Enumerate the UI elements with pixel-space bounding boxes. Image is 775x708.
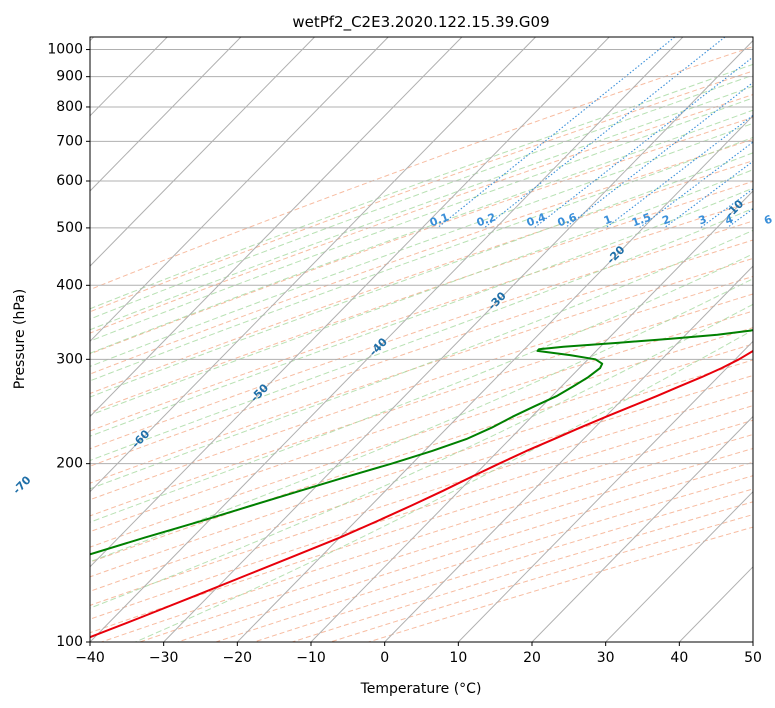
y-tick-label: 800 [56,99,83,115]
mixing-ratio-label: 4 [723,213,735,228]
mixing-ratio-line [483,37,726,229]
x-tick-label: −10 [296,650,326,666]
x-tick-label: −20 [223,650,253,666]
isotherm-line [531,415,753,642]
y-tick-label: 400 [56,277,83,293]
x-tick-label: 50 [744,650,762,666]
mixing-ratio-line [533,56,753,229]
dry-adiabat [90,46,753,291]
x-axis-ticks: −40 −30 −20 −10 0 10 20 30 40 50 [75,642,762,666]
series-lines [90,329,753,639]
isotherm-line [457,340,753,642]
mixing-ratio-line [564,81,753,229]
plot-frame [89,36,754,643]
dry-adiabat [90,239,753,467]
y-tick-label: 700 [56,133,83,149]
moist-adiabat [90,85,753,331]
dry-adiabat [90,200,753,432]
dry-adiabat [90,327,753,548]
isotherm-line [90,37,463,418]
isotherm-line [162,39,753,642]
isotherm-line [90,37,242,192]
y-tick-label: 200 [56,456,83,472]
dry-adiabat [90,419,753,634]
isotherm-line [90,37,536,493]
dry-adiabat [90,116,753,355]
mixing-ratio-label: 0.2 [475,211,498,230]
isotherm-line [90,37,610,568]
moist-adiabat [90,136,753,382]
isotherm-line [604,490,753,642]
x-axis-label: Temperature (°C) [360,681,482,697]
x-tick-label: −40 [75,650,105,666]
y-tick-label: 1000 [47,42,83,58]
dry-adiabat [90,70,753,313]
y-tick-label: 500 [56,220,83,236]
x-tick-label: 40 [670,650,688,666]
y-axis-ticks: 100 200 300 400 500 600 700 800 900 1000 [47,42,90,650]
isotherm-line [90,37,315,267]
dry-adiabat [90,405,753,620]
isotherm-line [236,115,753,642]
temperature-profile [90,349,753,639]
mixing-ratio-label: 1 [602,213,614,228]
pressure-gridlines [90,49,753,642]
mixing-ratio-label: 0.4 [525,210,548,229]
moist-adiabat [90,229,753,490]
mixing-ratio-line [700,188,753,229]
x-tick-label: 30 [597,650,615,666]
y-tick-label: 100 [56,634,83,650]
isotherm-line [310,190,753,642]
mixing-ratio-labels: 0.10.20.40.611.52346810131620253036 [428,210,774,230]
moist-adiabat [90,97,753,342]
background-lines [90,37,753,642]
dry-adiabat [177,461,753,642]
mixing-ratio-label: 6 [762,213,774,228]
y-tick-label: 900 [56,69,83,85]
moist-adiabat [90,122,753,367]
isotherm-line [383,265,753,642]
moist-adiabat [90,152,753,398]
mixing-ratio-label: 3 [697,213,709,228]
moist-adiabat [90,74,753,320]
dry-adiabat [90,275,753,501]
x-tick-label: 10 [449,650,467,666]
dry-adiabat [90,94,753,334]
isotherm-line [90,37,389,343]
mixing-ratio-label: 0.1 [428,211,451,230]
dry-adiabat [101,433,753,642]
dry-adiabat [330,514,753,642]
x-tick-label: −30 [149,650,179,666]
y-tick-label: 300 [56,351,83,367]
isotherm-line [90,37,684,642]
mixing-ratio-line [639,141,753,229]
moist-adiabat [90,109,753,354]
dewpoint-profile [90,329,753,556]
mixing-ratio-label: 0.6 [556,210,579,229]
x-tick-label: 0 [380,650,389,666]
mixing-ratio-label: 2 [661,213,673,228]
x-tick-label: 20 [523,650,541,666]
chart-title: wetPf2_C2E3.2020.122.15.39.G09 [292,13,549,32]
y-tick-label: 600 [56,173,83,189]
dry-adiabat [139,447,753,642]
dry-adiabat [90,343,753,563]
dry-adiabat [90,160,753,395]
mixing-ratio-label: 1.5 [630,211,653,230]
y-axis-label: Pressure (hPa) [12,289,28,389]
